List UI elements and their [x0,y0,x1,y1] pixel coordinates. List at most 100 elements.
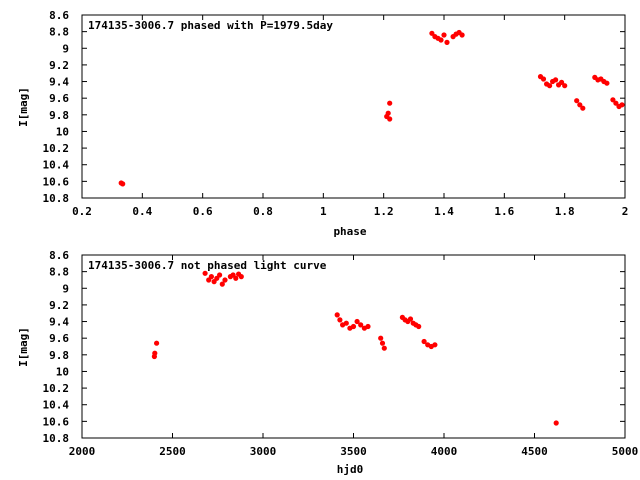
y-tick-label: 9.8 [49,109,69,122]
x-tick-label: 3000 [250,445,277,458]
x-tick-label: 0.6 [193,205,213,218]
data-point [577,102,583,108]
x-tick-label: 0.8 [253,205,273,218]
data-points [118,29,625,187]
data-point [208,273,214,280]
data-point [217,272,223,278]
data-point [387,100,393,106]
data-point [385,110,391,116]
data-point [230,272,236,278]
data-point [206,277,212,283]
y-tick-label: 9.2 [49,299,69,312]
y-tick-label: 9.2 [49,59,69,72]
data-point [619,102,625,108]
y-tick-label: 8.8 [49,26,69,39]
y-tick-label: 10.6 [43,175,70,188]
x-ticks: 2000 2500 3000 3500 4000 4500 5000 [69,255,639,458]
data-point [379,340,386,346]
y-tick-label: 9.6 [49,92,69,105]
x-axis-label: phase [333,225,366,238]
data-point [381,345,387,351]
y-tick-label: 10.6 [43,415,70,428]
x-tick-label: 1.4 [434,205,454,218]
x-tick-label: 2000 [69,445,96,458]
data-point [613,100,619,106]
y-tick-label: 10.8 [43,192,70,205]
data-point [202,270,208,276]
data-point [152,350,158,356]
data-point [421,338,427,345]
data-point [540,76,547,82]
y-tick-label: 10.8 [43,432,70,445]
y-tick-label: 9.6 [49,332,69,345]
data-point [558,79,565,86]
data-point [350,323,357,330]
x-tick-label: 5000 [612,445,639,458]
data-point [120,181,126,187]
y-tick-label: 8.6 [49,9,69,22]
data-point [358,322,364,328]
phased-light-curve-panel: 174135-3006.7 phased with P=1979.5day ph… [17,9,628,238]
y-tick-label: 10.2 [43,142,70,155]
data-point [441,32,447,38]
y-tick-label: 8.8 [49,266,69,279]
data-point [211,278,217,285]
data-point [233,275,239,281]
chart-title: 174135-3006.7 phased with P=1979.5day [88,19,333,32]
data-points [151,270,559,426]
data-point [574,98,580,104]
data-point [444,39,450,46]
unphased-light-curve-panel: 174135-3006.7 not phased light curve hjd… [17,249,638,476]
x-tick-label: 0.4 [132,205,152,218]
data-point [154,340,160,346]
data-point [432,342,438,348]
x-tick-label: 1 [320,205,327,218]
y-axis-label: I[mag] [17,87,30,127]
y-tick-label: 9 [62,282,69,295]
data-point [219,281,225,287]
data-point [378,335,384,341]
x-tick-label: 0.2 [72,205,92,218]
y-tick-label: 10.2 [43,382,70,395]
data-point [387,116,393,122]
data-point [429,30,435,36]
data-point [354,318,360,325]
data-point [222,277,228,283]
data-point [214,275,220,281]
data-point [337,317,343,323]
data-point [562,83,568,89]
y-tick-label: 8.6 [49,249,69,262]
x-tick-label: 1.2 [374,205,394,218]
data-point [604,80,610,86]
data-point [438,37,444,43]
x-tick-label: 4000 [431,445,458,458]
data-point [365,323,371,330]
data-point [238,273,244,280]
x-tick-label: 4500 [521,445,548,458]
y-tick-label: 10 [56,125,69,138]
x-tick-label: 3500 [340,445,367,458]
data-point [580,105,586,111]
y-ticks: 8.6 8.8 9 9.2 9.4 9.6 9.8 10 10.2 10.4 10.6 10.8 [43,249,625,445]
data-point [610,97,616,103]
plot-frame [81,254,626,439]
y-tick-label: 9.4 [49,316,69,329]
chart-title: 174135-3006.7 not phased light curve [88,259,327,272]
y-ticks: 8.6 8.8 9 9.2 9.4 9.6 9.8 10 10.2 10.4 10.6 10.8 [43,9,625,205]
data-point [407,316,414,322]
data-point [343,320,349,326]
data-point [552,77,559,83]
y-tick-label: 9 [62,42,69,55]
y-tick-label: 10.4 [43,399,70,412]
x-tick-label: 1.8 [555,205,575,218]
data-point [416,323,422,330]
x-tick-label: 1.6 [494,205,514,218]
x-tick-label: 2 [622,205,629,218]
y-tick-label: 10.4 [43,159,70,172]
x-axis-label: hjd0 [337,463,364,476]
y-tick-label: 9.8 [49,349,69,362]
x-ticks: 0.2 0.4 0.6 0.8 1 1.2 1.4 1.6 1.8 2 [72,15,628,218]
y-tick-label: 10 [56,365,69,378]
data-point [459,32,465,38]
